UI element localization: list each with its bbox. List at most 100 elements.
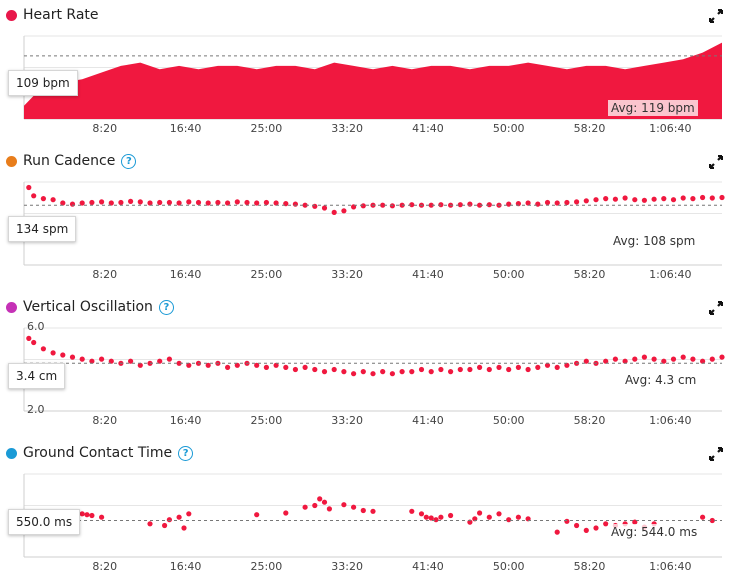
x-tick-label: 25:00 xyxy=(251,560,283,573)
x-tick-label: 1:06:40 xyxy=(649,268,691,281)
expand-arrows-icon[interactable] xyxy=(709,301,723,315)
data-point xyxy=(389,203,395,209)
x-tick-label: 33:20 xyxy=(331,560,363,573)
data-point xyxy=(302,202,308,208)
x-tick-label: 25:00 xyxy=(251,122,283,135)
vertical-oscillation-chart[interactable]: 8:20 16:40 25:00 33:20 41:40 50:00 58:20 1:06:4… xyxy=(0,292,733,438)
data-point xyxy=(273,200,279,206)
data-point xyxy=(583,198,589,204)
data-point xyxy=(515,364,522,370)
data-point xyxy=(186,362,192,368)
data-point xyxy=(709,517,715,524)
data-point xyxy=(612,356,619,362)
panel-title: Heart Rate xyxy=(23,7,99,23)
data-point xyxy=(176,200,182,206)
data-point xyxy=(496,511,502,517)
data-point xyxy=(312,502,318,509)
panel-title: Vertical Oscillation xyxy=(23,299,153,315)
data-point xyxy=(69,354,76,360)
data-point xyxy=(60,352,66,358)
data-point xyxy=(670,197,677,203)
data-point xyxy=(166,517,172,523)
x-tick-label: 58:20 xyxy=(574,414,606,427)
data-point xyxy=(321,205,328,211)
expand-arrows-icon[interactable] xyxy=(709,155,723,169)
current-value-label: 3.4 cm xyxy=(8,363,66,389)
data-point xyxy=(195,199,202,206)
data-point xyxy=(438,366,444,373)
data-point xyxy=(544,199,551,206)
data-point xyxy=(292,201,298,207)
x-tick-label: 8:20 xyxy=(92,560,117,573)
data-point xyxy=(700,194,706,201)
data-point xyxy=(632,356,638,362)
expand-arrows-icon[interactable] xyxy=(709,9,723,23)
data-point xyxy=(312,203,318,209)
x-tick-label: 33:20 xyxy=(331,268,363,281)
data-point xyxy=(166,199,172,206)
data-point xyxy=(157,358,163,364)
x-tick-label: 8:20 xyxy=(92,268,117,281)
data-point xyxy=(418,511,425,517)
ground-contact-time-chart[interactable]: 8:20 16:40 25:00 33:20 41:40 50:00 58:20 1:06:4… xyxy=(0,438,733,584)
x-tick-label: 41:40 xyxy=(412,268,444,281)
x-tick-label: 25:00 xyxy=(251,268,283,281)
average-label: Avg: 544.0 ms xyxy=(608,524,701,540)
data-point xyxy=(351,504,357,510)
x-tick-label: 16:40 xyxy=(170,122,202,135)
data-point xyxy=(181,525,187,531)
data-point xyxy=(612,196,619,202)
data-point xyxy=(312,366,318,373)
data-point xyxy=(79,511,85,517)
data-point xyxy=(137,199,143,205)
average-label: Avg: 108 spm xyxy=(610,233,699,249)
question-circle-icon[interactable]: ? xyxy=(121,153,137,169)
data-point xyxy=(79,356,85,362)
vertical-oscillation-legend-dot xyxy=(6,301,17,313)
data-point xyxy=(108,358,114,364)
expand-arrows-icon[interactable] xyxy=(709,447,723,461)
panel-header: Heart Rate xyxy=(6,5,99,25)
y-axis-max-label: 6.0 xyxy=(27,320,45,333)
data-point xyxy=(423,514,429,520)
data-point xyxy=(477,364,483,370)
data-point xyxy=(467,366,473,373)
data-point xyxy=(176,360,182,366)
x-tick-label: 33:20 xyxy=(331,414,363,427)
data-point xyxy=(40,346,47,352)
data-point xyxy=(283,510,289,516)
data-point xyxy=(554,200,560,206)
data-point xyxy=(428,369,434,375)
data-point xyxy=(457,202,463,208)
data-point xyxy=(680,195,686,201)
data-point xyxy=(709,195,715,201)
data-point xyxy=(428,202,434,208)
panel-title: Run Cadence xyxy=(23,153,116,169)
average-label: Avg: 119 bpm xyxy=(608,100,698,116)
data-point xyxy=(273,362,279,368)
data-point xyxy=(215,199,221,206)
data-point xyxy=(477,202,483,208)
y-axis-min-label: 2.0 xyxy=(27,403,45,416)
heart-rate-panel: Heart Rate 8:20 16:40 25:00 33:20 41:40 50:00… xyxy=(0,0,733,146)
run-cadence-chart[interactable]: 8:20 16:40 25:00 33:20 41:40 50:00 58:20 1:06:4… xyxy=(0,146,733,292)
heart-rate-chart[interactable]: 8:20 16:40 25:00 33:20 41:40 50:00 58:20 1:06:4… xyxy=(0,0,733,146)
data-point xyxy=(147,521,153,527)
x-tick-label: 50:00 xyxy=(493,268,525,281)
data-point xyxy=(670,356,677,362)
data-point xyxy=(651,196,657,202)
data-point xyxy=(515,514,522,520)
data-point xyxy=(632,197,638,203)
data-point xyxy=(162,522,168,529)
data-point xyxy=(341,502,347,508)
data-point xyxy=(302,364,308,370)
x-tick-label: 50:00 xyxy=(493,122,525,135)
data-point xyxy=(622,195,628,201)
data-point xyxy=(89,512,95,519)
question-circle-icon[interactable]: ? xyxy=(158,299,174,315)
question-circle-icon[interactable]: ? xyxy=(178,445,194,461)
data-point xyxy=(69,201,76,207)
data-point xyxy=(234,199,240,205)
data-point xyxy=(99,199,105,205)
data-point xyxy=(137,362,143,368)
